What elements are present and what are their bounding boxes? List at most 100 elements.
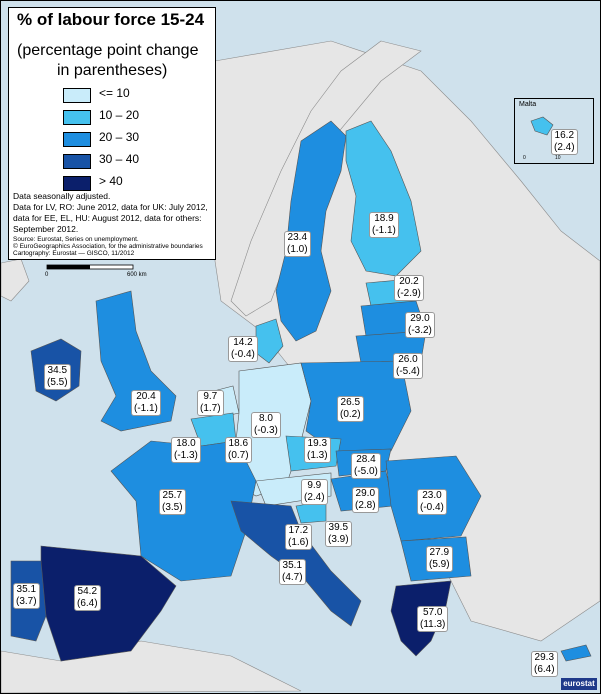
legend: % of labour force 15-24 (percentage poin… [8, 7, 216, 260]
region-change: (-0.4) [231, 349, 255, 360]
region-change: (-2.9) [397, 288, 421, 299]
region-change: (1.7) [200, 403, 221, 414]
region-value: 35.1 [282, 560, 303, 571]
non-eu-north-africa [1, 640, 302, 693]
region-label: 54.2 (6.4) [74, 585, 101, 611]
region-label: 29.3 (6.4) [531, 651, 558, 677]
region-value: 17.2 [288, 525, 309, 536]
legend-title: % of labour force 15-24 [17, 10, 205, 29]
malta-label: 16.2 (2.4) [551, 129, 578, 155]
region-change: (-5.0) [354, 466, 378, 477]
region-label: 23.0 (-0.4) [417, 489, 447, 515]
legend-swatch [63, 176, 91, 191]
malta-inset: Malta 16.2 (2.4) 0 10 [514, 98, 594, 164]
region-value: 28.4 [356, 454, 376, 465]
region-label: 39.5 (3.9) [325, 521, 352, 547]
source-line: Source: Eurostat, Series on unemployment… [13, 236, 139, 243]
region-label: 29.0 (-3.2) [405, 312, 435, 338]
legend-subtitle: (percentage point change [17, 42, 199, 59]
region-value: 18.9 [374, 213, 394, 224]
norway [230, 40, 422, 317]
inset-scale-end: 10 [555, 155, 561, 161]
region-change: (4.7) [282, 572, 303, 583]
region-value: 18.0 [176, 438, 196, 449]
legend-subtitle: in parentheses) [57, 62, 168, 79]
region-change: (6.4) [534, 664, 555, 675]
region-label: 18.6 (0.7) [225, 437, 252, 463]
region-change: (3.5) [162, 502, 183, 513]
region-change: (2.4) [304, 492, 325, 503]
region-change: (-3.2) [408, 325, 432, 336]
region-label: 26.0 (-5.4) [393, 353, 423, 379]
legend-label: > 40 [99, 174, 123, 188]
region-change: (-1.1) [134, 403, 158, 414]
region-label: 14.2 (-0.4) [228, 336, 258, 362]
region-change: (0.7) [228, 450, 249, 461]
region-change: (1.3) [307, 450, 328, 461]
region-sweden [275, 120, 347, 342]
region-value: 18.6 [228, 438, 249, 449]
inset-title: Malta [519, 101, 537, 108]
source-line: Cartography: Eurostat — GISCO, 11/2012 [13, 250, 135, 257]
region-label: 28.4 (-5.0) [351, 453, 381, 479]
region-label: 20.4 (-1.1) [131, 390, 161, 416]
region-change: (1.6) [288, 537, 309, 548]
region-label: 17.2 (1.6) [285, 524, 312, 550]
region-label: 35.1 (4.7) [279, 559, 306, 585]
region-value: 20.4 [136, 391, 156, 402]
scale-start: 0 [45, 272, 49, 278]
region-value: 20.2 [399, 276, 419, 287]
legend-label: 30 – 40 [99, 152, 140, 166]
region-value: 29.3 [534, 652, 555, 663]
source-line: © EuroGeographics Association, for the a… [13, 243, 203, 250]
region-value: 14.2 [233, 337, 253, 348]
note-line: data for EE, EL, HU: August 2012, data f… [13, 213, 202, 223]
region-change: (0.2) [340, 409, 361, 420]
malta-island [530, 116, 554, 136]
region-label: 19.3 (1.3) [304, 437, 331, 463]
region-label: 23.4 (1.0) [284, 231, 311, 257]
region-value: 54.2 [77, 586, 98, 597]
region-label: 25.7 (3.5) [159, 489, 186, 515]
region-label: 57.0 (11.3) [417, 606, 449, 632]
region-change: (5.5) [47, 377, 68, 388]
scale-bar [46, 264, 134, 270]
region-change: (1.0) [287, 244, 308, 255]
legend-label: 20 – 30 [99, 130, 140, 144]
region-value: 29.0 [410, 313, 430, 324]
region-change: (-1.3) [174, 450, 198, 461]
region-change: (3.9) [328, 534, 349, 545]
region-change: (-0.3) [254, 425, 278, 436]
region-value: 27.9 [429, 547, 450, 558]
region-label: 20.2 (-2.9) [394, 275, 424, 301]
region-label: 26.5 (0.2) [337, 396, 364, 422]
region-value: 26.5 [340, 397, 361, 408]
eurostat-logo: eurostat [561, 678, 597, 690]
region-label: 18.9 (-1.1) [369, 212, 399, 238]
region-value: 16.2 [554, 130, 575, 141]
region-label: 35.1 (3.7) [13, 583, 40, 609]
region-value: 57.0 [422, 607, 443, 618]
region-change: (5.9) [429, 559, 450, 570]
legend-swatch [63, 110, 91, 125]
region-value: 23.0 [422, 490, 442, 501]
scale-end: 600 km [127, 272, 147, 278]
region-value: 25.7 [162, 490, 183, 501]
note-line: Data for LV, RO: June 2012, data for UK:… [13, 202, 208, 212]
region-value: 8.0 [259, 413, 273, 424]
region-change: (-5.4) [396, 366, 420, 377]
inset-scale-start: 0 [523, 155, 526, 161]
region-change: (-0.4) [420, 502, 444, 513]
region-label: 29.0 (2.8) [352, 487, 379, 513]
region-change: (2.4) [554, 142, 575, 153]
region-value: 26.0 [398, 354, 418, 365]
region-value: 9.7 [203, 391, 218, 402]
region-value: 34.5 [47, 365, 68, 376]
region-cyprus [560, 644, 592, 662]
legend-swatch [63, 132, 91, 147]
legend-label: <= 10 [99, 86, 130, 100]
region-label: 9.9 (2.4) [301, 479, 328, 505]
region-value: 35.1 [16, 584, 37, 595]
legend-swatch [63, 88, 91, 103]
